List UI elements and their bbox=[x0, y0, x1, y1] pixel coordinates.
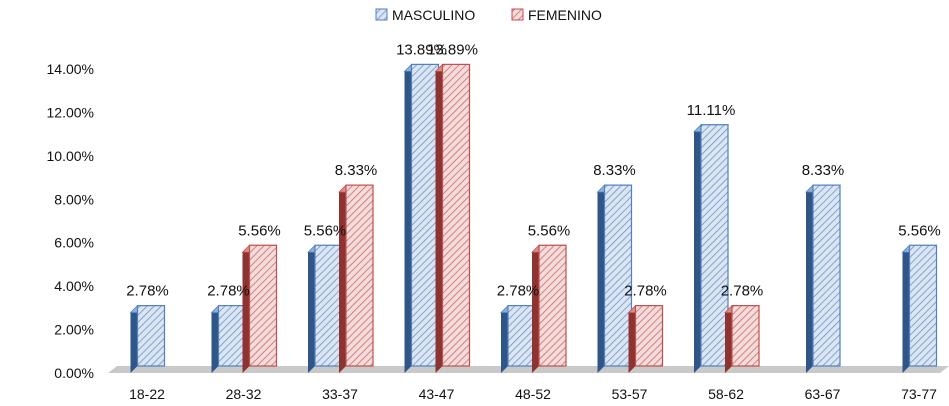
bar-front bbox=[700, 124, 729, 367]
legend-label-femenino: FEMENINO bbox=[528, 7, 602, 23]
bar-front bbox=[507, 305, 536, 367]
bar-side bbox=[404, 64, 412, 373]
data-label-femenino: 2.78% bbox=[624, 283, 667, 300]
x-axis: 18-22 28-32 33-37 43-47 48-52 53-57 58-62 63-67… bbox=[129, 386, 937, 402]
bar-front bbox=[634, 305, 664, 367]
data-label-masculino: 5.56% bbox=[898, 222, 941, 239]
bar-front bbox=[410, 63, 440, 367]
legend-item-masculino: MASCULINO bbox=[375, 7, 475, 23]
bar-masculino-63-67 bbox=[805, 184, 841, 373]
bar-femenino-28-32 bbox=[241, 244, 278, 373]
data-label-masculino: 2.78% bbox=[207, 283, 250, 300]
x-tick-label: 28-32 bbox=[226, 386, 262, 402]
bar-front bbox=[731, 305, 760, 367]
bar-side bbox=[308, 245, 315, 373]
bar-femenino-58-62 bbox=[724, 305, 760, 373]
bar-side bbox=[339, 185, 346, 373]
bar-side bbox=[725, 305, 732, 373]
bar-side bbox=[806, 185, 813, 373]
bar-side bbox=[211, 305, 219, 373]
bar-femenino-48-52 bbox=[531, 244, 567, 373]
y-tick-label: 4.00% bbox=[54, 278, 94, 294]
x-tick-label: 18-22 bbox=[129, 386, 165, 402]
bars bbox=[129, 63, 938, 373]
bar-side bbox=[694, 124, 701, 373]
data-label-femenino: 2.78% bbox=[721, 283, 764, 300]
data-label-femenino: 8.33% bbox=[335, 162, 378, 179]
bar-femenino-53-57 bbox=[627, 305, 664, 373]
bar-masculino-43-47 bbox=[403, 63, 440, 373]
bar-masculino-53-57 bbox=[596, 184, 633, 373]
bar-masculino-18-22 bbox=[129, 305, 166, 373]
data-label-masculino: 11.11% bbox=[687, 102, 736, 119]
x-tick-label: 48-52 bbox=[515, 386, 551, 402]
bar-masculino-28-32 bbox=[210, 305, 247, 373]
y-tick-label: 0.00% bbox=[54, 365, 94, 381]
y-tick-label: 12.00% bbox=[47, 104, 94, 120]
y-axis: 0.00% 2.00% 4.00% 6.00% 8.00% 10.00% 12.00% 14.… bbox=[47, 61, 94, 381]
bar-side bbox=[242, 245, 250, 373]
y-tick-label: 6.00% bbox=[54, 235, 94, 251]
bar-front bbox=[345, 184, 374, 367]
data-label-masculino: 2.78% bbox=[497, 283, 540, 300]
data-label-masculino: 2.78% bbox=[126, 283, 169, 300]
bar-masculino-33-37 bbox=[307, 244, 343, 373]
bar-front bbox=[812, 184, 841, 367]
x-tick-label: 43-47 bbox=[419, 386, 455, 402]
data-labels: 2.78% 2.78% 5.56% 5.56% 8.33% 13.89%13.89% 2.7… bbox=[126, 41, 941, 299]
legend-swatch-masculino bbox=[375, 8, 388, 21]
bar-front bbox=[908, 244, 938, 367]
x-tick-label: 73-77 bbox=[901, 386, 937, 402]
bar-side bbox=[628, 305, 636, 373]
bar-front bbox=[314, 244, 343, 367]
x-tick-label: 58-62 bbox=[708, 386, 744, 402]
bar-front bbox=[248, 244, 278, 367]
bar-masculino-58-62 bbox=[693, 124, 729, 373]
x-tick-label: 63-67 bbox=[805, 386, 841, 402]
data-label-masculino: 8.33% bbox=[802, 162, 845, 179]
y-tick-label: 2.00% bbox=[54, 322, 94, 338]
legend: MASCULINO FEMENINO bbox=[375, 7, 602, 23]
bar-front bbox=[603, 184, 633, 367]
chart-floor bbox=[108, 366, 949, 373]
data-label-femenino: 5.56% bbox=[238, 222, 281, 239]
bar-side bbox=[130, 305, 138, 373]
bar-side bbox=[597, 185, 605, 373]
legend-item-femenino: FEMENINO bbox=[511, 7, 602, 23]
y-tick-label: 8.00% bbox=[54, 191, 94, 207]
data-label-masculino: 5.56% bbox=[304, 222, 347, 239]
y-tick-label: 14.00% bbox=[47, 61, 94, 77]
bar-masculino-73-77 bbox=[901, 244, 938, 373]
bar-side bbox=[902, 245, 910, 373]
bar-side bbox=[501, 305, 508, 373]
bar-femenino-33-37 bbox=[338, 184, 374, 373]
data-label-femenino: 13.89% bbox=[427, 41, 478, 58]
data-label-femenino: 5.56% bbox=[528, 222, 571, 239]
bar-side bbox=[532, 245, 539, 373]
bar-front bbox=[538, 244, 567, 367]
x-tick-label: 53-57 bbox=[612, 386, 648, 402]
data-label-masculino: 8.33% bbox=[593, 162, 636, 179]
bar-front bbox=[441, 63, 471, 367]
y-tick-label: 10.00% bbox=[47, 148, 94, 164]
legend-swatch-femenino bbox=[511, 8, 524, 21]
data-label-masculino: 13.89% bbox=[396, 41, 447, 58]
legend-label-masculino: MASCULINO bbox=[392, 7, 475, 23]
bar-side bbox=[435, 64, 443, 373]
bar-front bbox=[217, 305, 247, 367]
bar-masculino-48-52 bbox=[500, 305, 536, 373]
bar-femenino-43-47 bbox=[434, 63, 471, 373]
bar-front bbox=[136, 305, 166, 367]
x-tick-label: 33-37 bbox=[322, 386, 358, 402]
